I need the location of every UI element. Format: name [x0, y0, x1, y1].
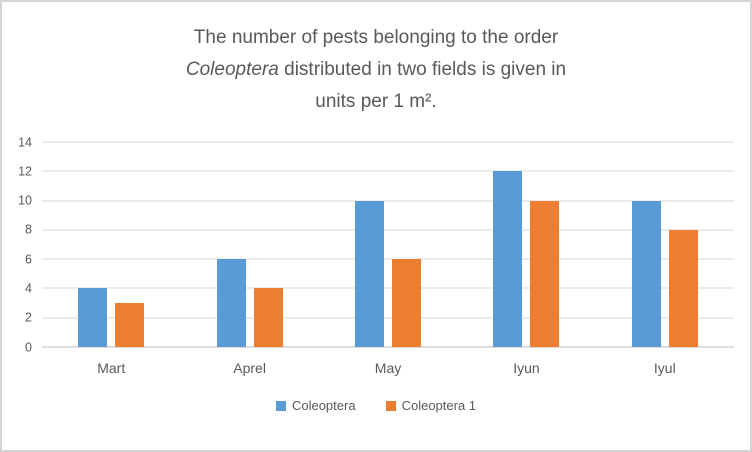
x-axis-label-iyun: Iyun — [513, 360, 540, 376]
legend-swatch — [275, 400, 286, 411]
bar-groups — [42, 142, 734, 347]
chart-title-line3: units per 1 m². — [2, 86, 750, 118]
y-axis-tick-label: 14 — [18, 134, 32, 149]
bar-coleoptera-1-may — [392, 259, 422, 347]
y-axis-tick-label: 8 — [25, 222, 32, 237]
bar-coleoptera-1-mart — [115, 303, 145, 347]
chart-title-line3-text: units per 1 m². — [315, 91, 437, 112]
legend-item-coleoptera-1: Coleoptera 1 — [385, 398, 477, 413]
gridline — [42, 287, 734, 289]
chart-title-line1-text: The number of pests belonging to the ord… — [193, 27, 559, 48]
legend: Coleoptera Coleoptera 1 — [2, 398, 750, 413]
x-axis: Mart Aprel May Iyun Iyul — [42, 347, 734, 376]
legend-item-coleoptera: Coleoptera — [275, 398, 356, 413]
bar-coleoptera-may — [355, 200, 385, 347]
legend-swatch — [385, 400, 396, 411]
y-axis-tick-label: 6 — [25, 251, 32, 266]
gridline — [42, 317, 734, 319]
bar-coleoptera-iyun — [493, 171, 523, 347]
gridline — [42, 141, 734, 143]
category-group-may — [319, 142, 457, 347]
category-group-mart — [42, 142, 180, 347]
chart-title-italic-word: Coleoptera — [185, 59, 279, 80]
bar-coleoptera-1-aprel — [253, 288, 283, 347]
category-group-iyun — [457, 142, 595, 347]
y-axis: 0 2 4 6 8 10 12 14 — [10, 136, 42, 353]
y-axis-tick-label: 12 — [18, 164, 32, 179]
x-axis-label-aprel: Aprel — [233, 360, 266, 376]
legend-label: Coleoptera 1 — [401, 398, 477, 413]
plot-row: 0 2 4 6 8 10 12 14 — [10, 136, 734, 353]
gridline — [42, 170, 734, 172]
gridline — [42, 200, 734, 202]
x-axis-label-mart: Mart — [97, 360, 126, 376]
bar-coleoptera-iyul — [631, 200, 661, 347]
gridline — [42, 258, 734, 260]
y-axis-tick-label: 0 — [25, 339, 32, 354]
chart-title-line2: Coleoptera distributed in two fields is … — [2, 54, 750, 86]
x-axis-label-may: May — [374, 360, 402, 376]
category-group-aprel — [180, 142, 318, 347]
x-axis-label-iyul: Iyul — [653, 360, 676, 376]
gridline — [42, 229, 734, 231]
chart-title: The number of pests belonging to the ord… — [2, 2, 750, 118]
bar-coleoptera-mart — [78, 288, 108, 347]
y-axis-tick-label: 10 — [18, 193, 32, 208]
y-axis-tick-label: 2 — [25, 310, 32, 325]
legend-label: Coleoptera — [291, 398, 356, 413]
bar-coleoptera-aprel — [216, 259, 246, 347]
bar-coleoptera-1-iyun — [530, 200, 560, 347]
plot-area — [42, 141, 734, 348]
x-axis-line — [42, 346, 734, 348]
chart-title-line1: The number of pests belonging to the ord… — [2, 22, 750, 54]
category-group-iyul — [596, 142, 734, 347]
bar-coleoptera-1-iyul — [668, 229, 698, 347]
y-axis-tick-label: 4 — [25, 281, 32, 296]
chart-title-line2-text: distributed in two fields is given in — [278, 59, 567, 80]
